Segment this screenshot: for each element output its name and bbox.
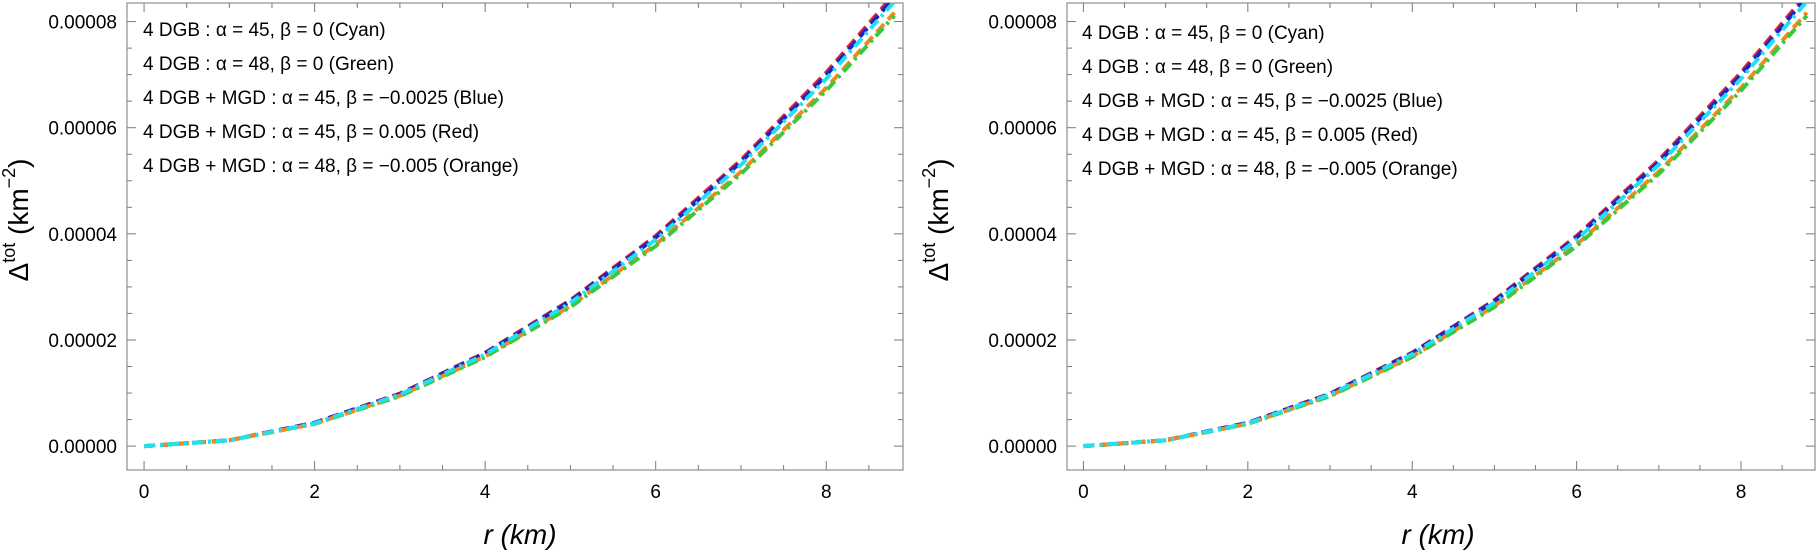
- y-axis-title: Δtot (km−2): [919, 158, 954, 281]
- series-orange-line: [143, 11, 896, 449]
- legend-entry: 4 DGB + MGD : α = 48, β = −0.005 (Orange…: [1082, 159, 1458, 180]
- legend-entry: 4 DGB + MGD : α = 45, β = 0.005 (Red): [143, 122, 479, 143]
- series-cyan-line: [1083, 3, 1809, 449]
- y-tick-label: 0.00006: [988, 119, 1057, 140]
- series-green-line: [1083, 14, 1809, 449]
- x-tick-label: 2: [1243, 482, 1254, 503]
- y-axis: 0.00000 0.00002 0.00004 0.00006 0.00008: [988, 13, 1815, 458]
- legend: 4 DGB : α = 45, β = 0 (Cyan) 4 DGB : α = …: [143, 20, 519, 177]
- x-tick-label: 6: [650, 482, 661, 503]
- legend-entry: 4 DGB : α = 48, β = 0 (Green): [1082, 57, 1333, 78]
- legend-entry: 4 DGB + MGD : α = 48, β = −0.005 (Orange…: [143, 156, 519, 177]
- legend-entry: 4 DGB + MGD : α = 45, β = −0.0025 (Blue): [1082, 91, 1443, 112]
- y-axis: 0.00000 0.00002 0.00004 0.00006 0.00008: [48, 13, 903, 458]
- series-group: [1083, 3, 1809, 449]
- plot-frame: [126, 2, 904, 471]
- legend-entry: 4 DGB : α = 45, β = 0 (Cyan): [143, 20, 386, 41]
- y-tick-label: 0.00004: [988, 225, 1057, 246]
- x-axis: 0 2 4 6 8: [139, 3, 870, 503]
- x-tick-label: 8: [821, 482, 832, 503]
- y-tick-label: 0.00002: [988, 331, 1057, 352]
- y-tick-label: 0.00000: [48, 437, 117, 458]
- legend: 4 DGB : α = 45, β = 0 (Cyan) 4 DGB : α = …: [1082, 23, 1458, 180]
- x-tick-label: 0: [1078, 482, 1089, 503]
- x-tick-label: 0: [139, 482, 150, 503]
- y-tick-label: 0.00006: [48, 119, 117, 140]
- x-axis-title: r (km): [1401, 519, 1474, 550]
- x-axis: 0 2 4 6 8: [1078, 3, 1783, 503]
- y-tick-label: 0.00008: [988, 13, 1057, 34]
- plot-frame: [1066, 2, 1816, 471]
- y-tick-label: 0.00008: [48, 13, 117, 34]
- x-tick-label: 8: [1736, 482, 1747, 503]
- chart-panel-2: 0 2 4 6 8 0.00000 0.00002 0.00004 0.00006 0.00008…: [919, 2, 1816, 550]
- chart-panel-1: 0 2 4 6 8 0.00000 0.00002 0.00004 0.00006 0.00008…: [0, 2, 904, 550]
- x-tick-label: 6: [1571, 482, 1582, 503]
- x-tick-label: 4: [480, 482, 491, 503]
- legend-entry: 4 DGB : α = 48, β = 0 (Green): [143, 54, 394, 75]
- x-tick-label: 2: [309, 482, 320, 503]
- legend-entry: 4 DGB + MGD : α = 45, β = 0.005 (Red): [1082, 125, 1418, 146]
- y-tick-label: 0.00002: [48, 331, 117, 352]
- legend-entry: 4 DGB + MGD : α = 45, β = −0.0025 (Blue): [143, 88, 504, 109]
- legend-entry: 4 DGB : α = 45, β = 0 (Cyan): [1082, 23, 1325, 44]
- y-tick-label: 0.00000: [988, 437, 1057, 458]
- series-group: [143, 3, 896, 449]
- y-tick-label: 0.00004: [48, 225, 117, 246]
- series-cyan-line: [143, 3, 896, 449]
- series-green-line: [143, 14, 896, 449]
- x-axis-title: r (km): [483, 519, 556, 550]
- x-tick-label: 4: [1407, 482, 1418, 503]
- y-axis-title: Δtot (km−2): [0, 158, 34, 281]
